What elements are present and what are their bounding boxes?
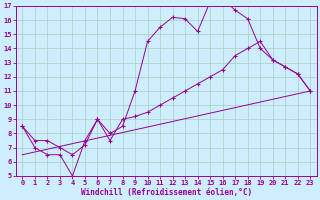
X-axis label: Windchill (Refroidissement éolien,°C): Windchill (Refroidissement éolien,°C) [81,188,252,197]
